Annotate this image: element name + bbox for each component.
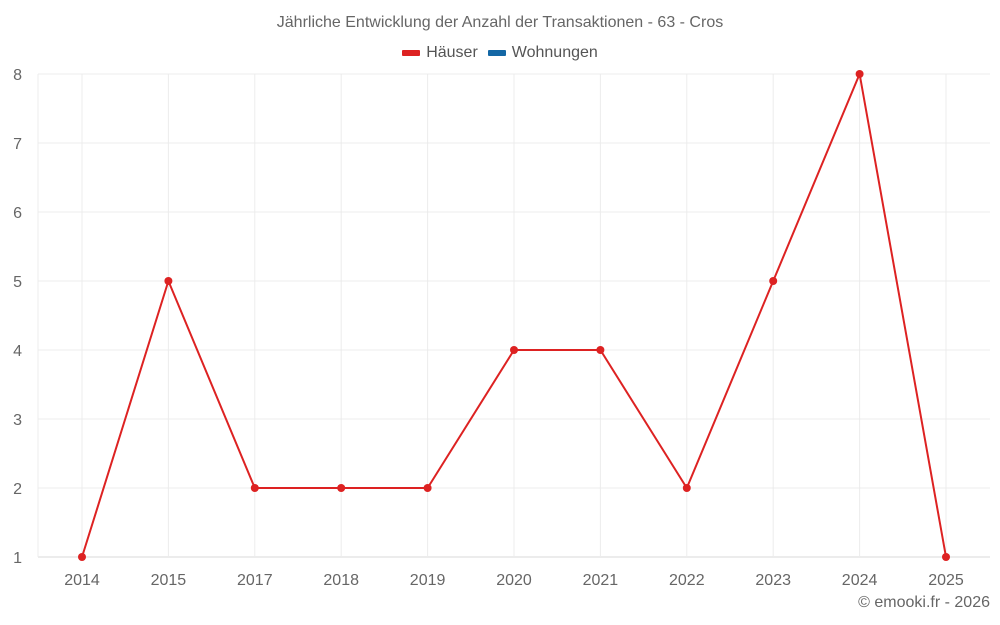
data-point[interactable]	[250, 484, 259, 492]
x-tick-label: 2023	[755, 572, 791, 589]
chart-title: Jährliche Entwicklung der Anzahl der Tra…	[276, 14, 724, 31]
x-tick-label: 2017	[237, 572, 273, 589]
credit-text: © emooki.fr - 2026	[858, 594, 990, 611]
data-point[interactable]	[164, 277, 173, 285]
y-tick-label: 6	[13, 205, 22, 222]
data-point[interactable]	[423, 484, 432, 492]
x-axis: 2014 2015 2017 2018 2019 2020 2021 2022 2023 2024…	[64, 572, 964, 589]
legend-label-haeuser: Häuser	[426, 44, 478, 61]
legend-label-wohnungen: Wohnungen	[511, 44, 598, 61]
x-tick-label: 2021	[583, 572, 619, 589]
x-tick-label: 2025	[928, 572, 964, 589]
data-point[interactable]	[769, 277, 778, 285]
data-point[interactable]	[510, 346, 518, 354]
y-axis: 1 2 3 4 5 6 7 8	[13, 67, 22, 567]
data-point[interactable]	[78, 553, 86, 561]
y-tick-label: 3	[13, 412, 22, 429]
legend-item-haeuser[interactable]: Häuser	[402, 44, 478, 62]
x-tick-label: 2022	[669, 572, 705, 589]
data-point[interactable]	[942, 553, 950, 561]
x-tick-label: 2020	[496, 572, 532, 589]
y-tick-label: 8	[13, 67, 22, 84]
x-tick-label: 2024	[842, 572, 878, 589]
legend: Häuser Wohnungen	[0, 44, 1000, 62]
data-point[interactable]	[682, 484, 691, 492]
data-point[interactable]	[596, 346, 605, 354]
x-tick-label: 2018	[323, 572, 359, 589]
y-tick-label: 2	[13, 481, 22, 498]
x-tick-label: 2015	[151, 572, 187, 589]
y-tick-label: 4	[13, 343, 22, 360]
grid	[37, 73, 990, 558]
legend-swatch-wohnungen	[487, 50, 506, 56]
series-haeuser	[78, 70, 950, 561]
data-point[interactable]	[855, 70, 864, 78]
x-tick-label: 2014	[64, 572, 100, 589]
x-tick-label: 2019	[410, 572, 446, 589]
legend-swatch-haeuser	[402, 50, 421, 56]
legend-item-wohnungen[interactable]: Wohnungen	[487, 44, 598, 62]
y-tick-label: 5	[13, 274, 22, 291]
y-tick-label: 1	[13, 550, 22, 567]
y-tick-label: 7	[13, 136, 22, 153]
data-point[interactable]	[337, 484, 346, 492]
